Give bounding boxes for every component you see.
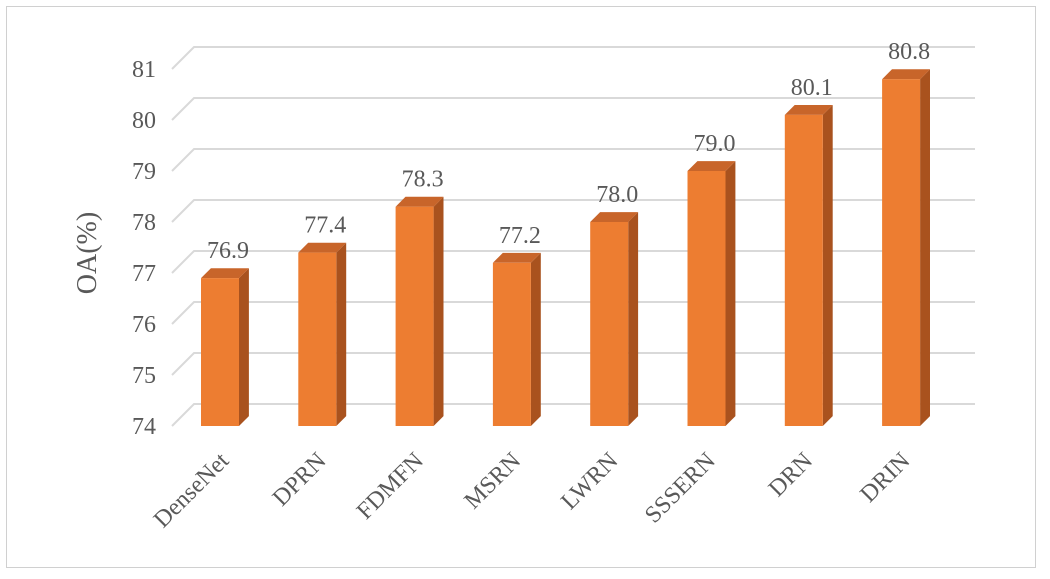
bar-side — [628, 212, 639, 426]
bar-top — [882, 69, 930, 80]
x-category-label: MSRN — [460, 448, 526, 514]
data-labels: 76.9 77.4 78.3 77.2 78.0 79.0 80.1 80.8 — [207, 39, 930, 264]
data-label: 79.0 — [694, 131, 736, 157]
y-axis-ticks: 74 75 76 77 78 79 80 81 — [132, 57, 156, 440]
gridline — [171, 250, 975, 274]
gridline — [171, 199, 975, 223]
bar-front — [687, 171, 726, 426]
bar-side — [239, 268, 249, 426]
gridline — [171, 148, 975, 172]
x-category-label: DenseNet — [149, 448, 235, 534]
gridline — [171, 301, 975, 325]
x-category-label: SSSERN — [640, 448, 721, 529]
bar-top — [395, 196, 444, 207]
bar-top — [298, 242, 347, 253]
bar-top — [492, 252, 541, 263]
data-label: 80.1 — [791, 75, 833, 101]
bar-side — [725, 161, 736, 426]
bar-top — [687, 161, 736, 171]
x-category-label: DRIN — [855, 448, 915, 508]
bar-side — [336, 242, 347, 426]
bar-front — [590, 222, 629, 426]
bar-side — [433, 196, 444, 426]
gridline — [171, 46, 975, 70]
bar — [492, 252, 541, 426]
x-axis-categories: DenseNet DPRN FDMFN MSRN LWRN SSSERN DRN DRIN — [149, 448, 915, 534]
y-tick-label: 75 — [132, 363, 156, 389]
bar-top — [784, 105, 833, 115]
bar-front — [492, 262, 531, 426]
data-label: 78.3 — [402, 167, 444, 193]
bar-front — [298, 252, 337, 426]
bar-front — [882, 79, 921, 426]
data-label: 77.2 — [499, 223, 541, 249]
bar — [298, 242, 347, 426]
bar — [395, 196, 444, 426]
y-tick-label: 81 — [132, 57, 156, 83]
y-tick-label: 80 — [132, 108, 156, 134]
gridlines — [171, 46, 975, 427]
bar-top — [590, 212, 639, 222]
bar — [201, 268, 249, 426]
gridline — [171, 97, 975, 121]
bar-side — [920, 69, 930, 427]
bar-front — [784, 114, 823, 427]
x-category-label: DRN — [764, 448, 818, 502]
bar-side — [530, 252, 541, 426]
bar — [590, 212, 639, 426]
y-tick-label: 79 — [132, 159, 156, 185]
bar-side — [822, 105, 833, 426]
data-label: 78.0 — [596, 182, 638, 208]
gridline — [171, 403, 975, 427]
bar-front — [395, 206, 434, 426]
x-category-label: LWRN — [556, 448, 623, 515]
y-tick-label: 76 — [132, 312, 156, 338]
y-tick-label: 78 — [132, 210, 156, 236]
gridline — [171, 352, 975, 376]
bar-front — [201, 278, 239, 426]
y-tick-label: 77 — [132, 261, 156, 287]
data-label: 77.4 — [304, 213, 346, 239]
x-category-label: FDMFN — [352, 448, 429, 525]
bar — [784, 105, 833, 427]
data-label: 80.8 — [888, 39, 930, 65]
bar — [882, 69, 930, 427]
bar — [687, 161, 736, 426]
x-category-label: DPRN — [268, 448, 332, 512]
data-label: 76.9 — [207, 238, 249, 264]
bars — [201, 69, 930, 427]
y-axis-title: OA(%) — [72, 212, 103, 294]
bar-top — [201, 268, 249, 279]
y-tick-label: 74 — [132, 414, 156, 440]
